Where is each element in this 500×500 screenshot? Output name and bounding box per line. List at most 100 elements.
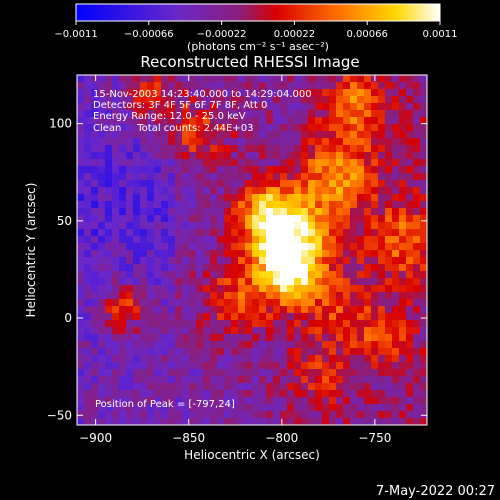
heatmap-cell <box>329 362 337 370</box>
heatmap-cell <box>224 306 232 314</box>
heatmap-cell <box>231 341 239 349</box>
heatmap-cell <box>294 201 302 209</box>
heatmap-cell <box>98 215 106 223</box>
heatmap-cell <box>350 243 358 251</box>
heatmap-cell <box>357 264 365 272</box>
heatmap-cell <box>126 397 134 405</box>
heatmap-cell <box>266 327 274 335</box>
heatmap-cell <box>350 229 358 237</box>
heatmap-cell <box>84 299 92 307</box>
heatmap-cell <box>168 166 176 174</box>
heatmap-cell <box>210 131 218 139</box>
heatmap-cell <box>168 229 176 237</box>
heatmap-cell <box>154 285 162 293</box>
heatmap-cell <box>231 278 239 286</box>
heatmap-cell <box>224 152 232 160</box>
heatmap-cell <box>189 334 197 342</box>
heatmap-cell <box>196 257 204 265</box>
heatmap-cell <box>350 82 358 90</box>
y-tick-label: −50 <box>47 408 72 422</box>
heatmap-cell <box>231 201 239 209</box>
heatmap-cell <box>133 131 141 139</box>
heatmap-cell <box>301 82 309 90</box>
heatmap-cell <box>420 418 427 425</box>
heatmap-cell <box>77 271 85 279</box>
heatmap-cell <box>259 334 267 342</box>
heatmap-cell <box>294 117 302 125</box>
heatmap-cell <box>357 271 365 279</box>
heatmap-cell <box>343 418 351 425</box>
heatmap-cell <box>266 376 274 384</box>
heatmap-cell <box>371 369 379 377</box>
heatmap-cell <box>420 397 427 405</box>
heatmap-cell <box>175 243 183 251</box>
heatmap-cell <box>322 285 330 293</box>
heatmap-cell <box>420 103 427 111</box>
heatmap-cell <box>322 341 330 349</box>
heatmap-cell <box>378 362 386 370</box>
heatmap-cell <box>196 166 204 174</box>
heatmap-cell <box>392 166 400 174</box>
heatmap-cell <box>315 138 323 146</box>
heatmap-cell <box>140 138 148 146</box>
heatmap-cell <box>420 411 427 419</box>
heatmap-cell <box>203 271 211 279</box>
heatmap-cell <box>315 124 323 132</box>
heatmap-cell <box>364 257 372 265</box>
heatmap-cell <box>140 124 148 132</box>
heatmap-cell <box>77 390 85 398</box>
heatmap-cell <box>147 243 155 251</box>
heatmap-cell <box>371 229 379 237</box>
heatmap-cell <box>378 292 386 300</box>
heatmap-cell <box>301 285 309 293</box>
heatmap-cell <box>91 208 99 216</box>
heatmap-cell <box>350 89 358 97</box>
heatmap-cell <box>364 271 372 279</box>
heatmap-cell <box>119 152 127 160</box>
heatmap-cell <box>343 355 351 363</box>
heatmap-cell <box>406 292 414 300</box>
heatmap-cell <box>84 166 92 174</box>
heatmap-cell <box>98 229 106 237</box>
heatmap-cell <box>259 103 267 111</box>
heatmap-cell <box>224 250 232 258</box>
heatmap-cell <box>294 159 302 167</box>
heatmap-cell <box>161 341 169 349</box>
heatmap-cell <box>301 362 309 370</box>
heatmap-cell <box>231 138 239 146</box>
heatmap-cell <box>385 131 393 139</box>
heatmap-cell <box>154 194 162 202</box>
heatmap-cell <box>196 82 204 90</box>
heatmap-cell <box>308 369 316 377</box>
heatmap-cell <box>133 355 141 363</box>
heatmap-cell <box>413 369 421 377</box>
heatmap-cell <box>77 110 85 118</box>
heatmap-cell <box>105 110 113 118</box>
heatmap-cell <box>133 334 141 342</box>
heatmap-cell <box>350 404 358 412</box>
heatmap-cell <box>252 236 260 244</box>
heatmap-cell <box>91 82 99 90</box>
heatmap-cell <box>168 278 176 286</box>
heatmap-cell <box>252 208 260 216</box>
heatmap-cell <box>371 327 379 335</box>
heatmap-cell <box>140 264 148 272</box>
heatmap-cell <box>168 138 176 146</box>
heatmap-cell <box>350 131 358 139</box>
heatmap-cell <box>119 341 127 349</box>
heatmap-cell <box>385 82 393 90</box>
heatmap-cell <box>119 257 127 265</box>
heatmap-cell <box>399 117 407 125</box>
heatmap-cell <box>329 229 337 237</box>
heatmap-cell <box>280 404 288 412</box>
heatmap-cell <box>315 222 323 230</box>
heatmap-cell <box>259 131 267 139</box>
heatmap-cell <box>385 306 393 314</box>
heatmap-cell <box>238 180 246 188</box>
heatmap-cell <box>308 355 316 363</box>
heatmap-cell <box>329 75 337 83</box>
heatmap-cell <box>245 390 253 398</box>
heatmap-cell <box>308 180 316 188</box>
heatmap-cell <box>301 334 309 342</box>
heatmap-cell <box>210 145 218 153</box>
